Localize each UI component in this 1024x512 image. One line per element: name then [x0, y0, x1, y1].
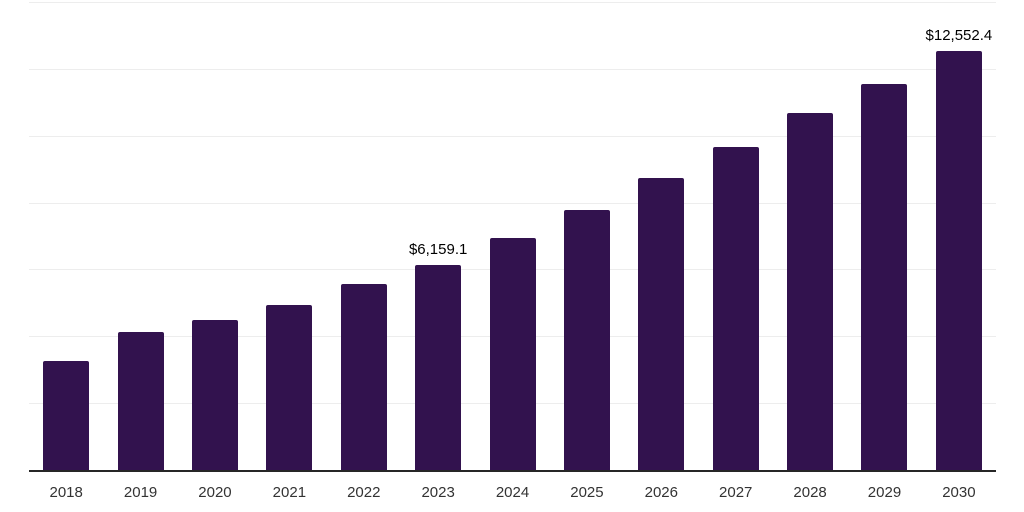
tick-label-2020: 2020 [198, 484, 232, 501]
tick-label-2024: 2024 [495, 484, 530, 501]
bar-2021 [266, 304, 313, 471]
bar-slot-2023: $6,159.1 [401, 3, 475, 471]
bar-slot-2027 [699, 3, 773, 471]
value-label-2023: $6,159.1 [408, 241, 468, 259]
tick-label-2027: 2027 [719, 484, 753, 501]
bar-2019 [117, 331, 164, 471]
plot-area: $6,159.1 $12,552.4 [29, 2, 996, 471]
bar-slot-2020 [178, 3, 252, 471]
bar-slot-2029 [847, 3, 921, 471]
bar-2020 [191, 319, 238, 471]
bar-2023 [415, 265, 462, 471]
bar-2026 [638, 178, 685, 471]
bar-slot-2030: $12,552.4 [922, 3, 996, 471]
bars-layer: $6,159.1 $12,552.4 [29, 3, 996, 471]
bar-2025 [563, 209, 610, 471]
bar-2028 [787, 113, 834, 471]
tick-label-2018: 2018 [49, 484, 83, 501]
gridline-12000 [29, 68, 996, 70]
value-label-2030: $12,552.4 [925, 27, 993, 45]
bar-2029 [861, 83, 908, 471]
bar-slot-2028 [773, 3, 847, 471]
bar-slot-2022 [327, 3, 401, 471]
tick-label-2029: 2029 [867, 484, 902, 501]
bar-slot-2021 [252, 3, 326, 471]
bar-2022 [340, 283, 387, 471]
tick-label-2022: 2022 [347, 484, 381, 501]
tick-label-2023: 2023 [421, 484, 455, 501]
gridline-10000 [29, 135, 996, 137]
tick-label-2021: 2021 [272, 484, 307, 501]
x-axis-tick-labels: 2018 2019 2020 2021 2022 2023 2024 2025 2026 2027… [29, 483, 996, 503]
tick-label-2028: 2028 [793, 484, 827, 501]
x-axis-line [29, 470, 996, 472]
tick-label-2030: 2030 [942, 484, 976, 501]
gridline-14000 [29, 2, 996, 3]
bar-2030 [935, 51, 982, 471]
bar-slot-2024 [475, 3, 549, 471]
tick-label-2026: 2026 [644, 484, 678, 501]
bar-2027 [712, 147, 759, 471]
bar-slot-2018 [29, 3, 103, 471]
bar-2018 [43, 360, 90, 471]
tick-label-2019: 2019 [123, 484, 158, 501]
bar-slot-2019 [103, 3, 177, 471]
bar-slot-2025 [550, 3, 624, 471]
bar-slot-2026 [624, 3, 698, 471]
gridline-8000 [29, 202, 996, 204]
tick-label-2025: 2025 [570, 484, 604, 501]
bar-2024 [489, 238, 536, 471]
